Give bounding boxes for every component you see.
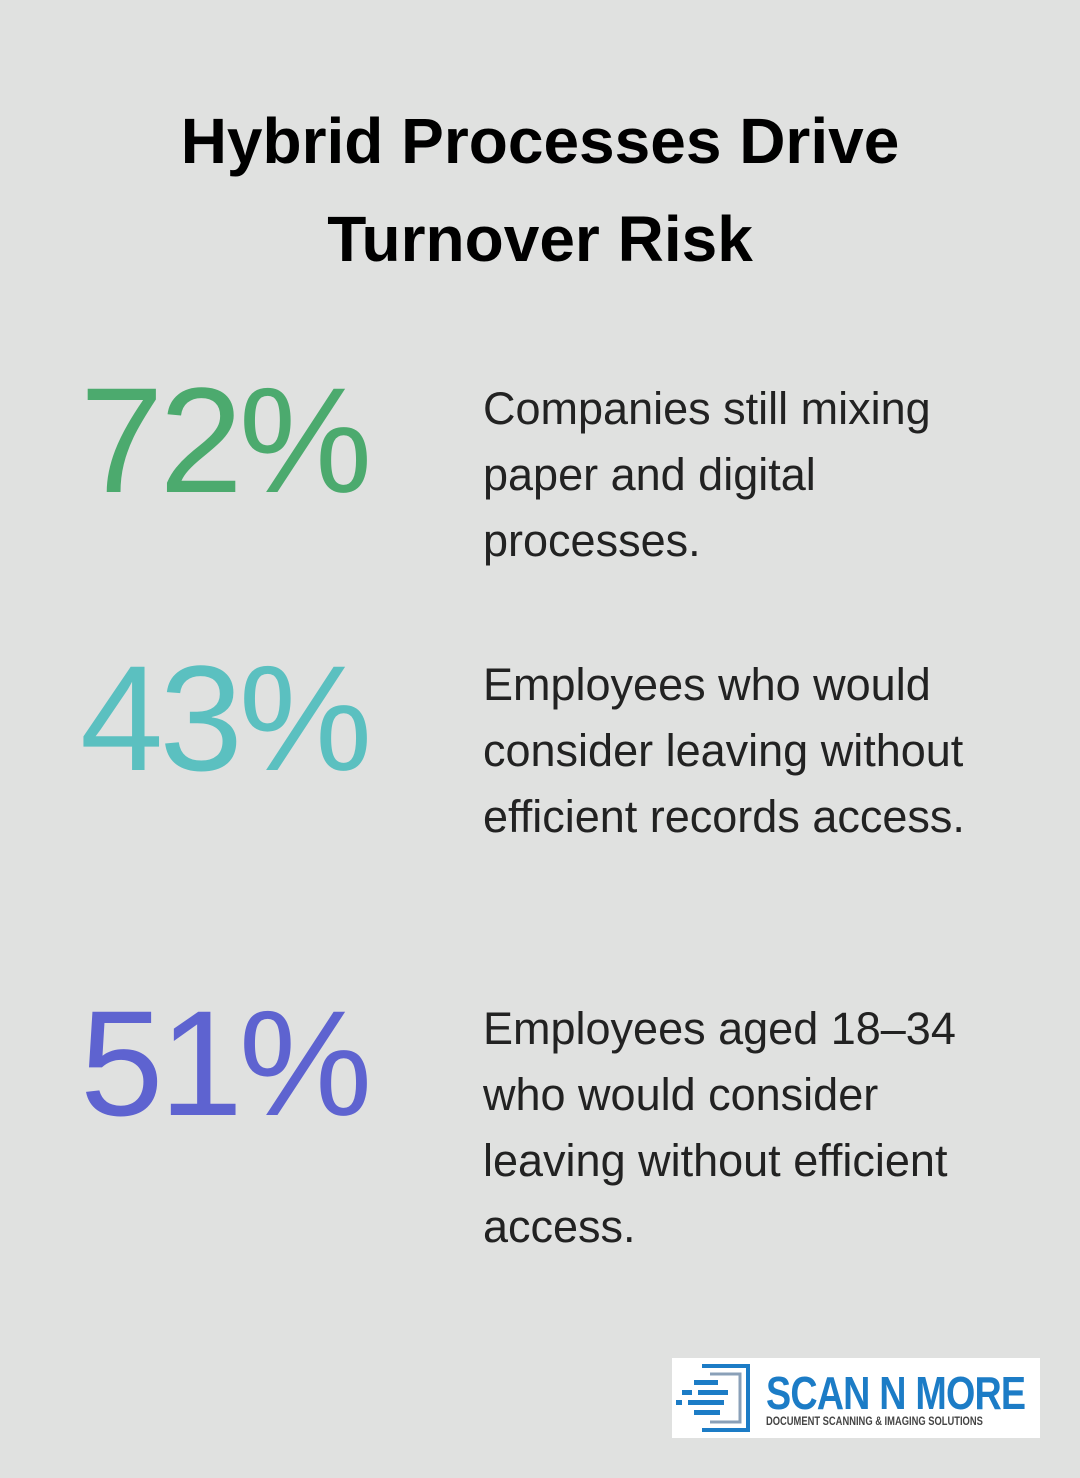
stat-figure: 72%	[80, 356, 372, 524]
title-line: Hybrid Processes Drive	[180, 105, 900, 177]
title-line: Turnover Risk	[327, 203, 753, 275]
title: Hybrid Processes Drive Turnover Risk	[0, 92, 1080, 288]
logo-bar	[682, 1390, 692, 1395]
logo-bar	[694, 1380, 718, 1385]
logo-name: SCAN N MORE	[766, 1367, 1026, 1419]
stat-figure: 43%	[80, 634, 372, 802]
logo-tagline: DOCUMENT SCANNING & IMAGING SOLUTIONS	[766, 1414, 983, 1428]
logo-frame	[710, 1372, 742, 1424]
stat-description: Employees who would consider leaving wit…	[483, 659, 965, 842]
logo-bar	[688, 1400, 724, 1405]
logo-frame	[702, 1364, 750, 1432]
logo-bar	[694, 1410, 720, 1415]
logo-icon	[676, 1364, 750, 1432]
stat-figure: 51%	[80, 979, 372, 1147]
stat-description: Companies still mixing paper and digital…	[483, 383, 931, 566]
logo-bar	[698, 1390, 728, 1395]
stat-description: Employees aged 18–34 who would consider …	[483, 1003, 956, 1252]
logo-bar	[676, 1400, 682, 1405]
logo: SCAN N MORE DOCUMENT SCANNING & IMAGING …	[672, 1358, 1040, 1438]
